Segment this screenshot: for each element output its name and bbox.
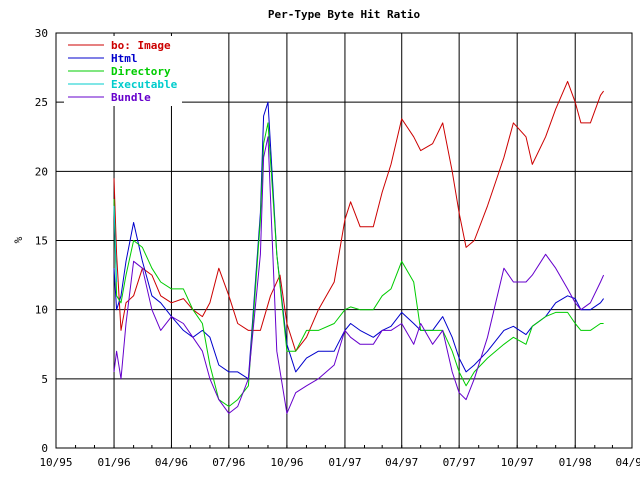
x-tick-label: 10/96: [270, 456, 303, 469]
legend-label: Directory: [111, 65, 171, 78]
y-tick-label: 0: [41, 442, 48, 455]
x-tick-label: 07/96: [212, 456, 245, 469]
plot-frame: [55, 32, 633, 449]
y-axis-ticks: 0 5 10 15 20 25 30: [35, 27, 48, 455]
y-tick-label: 5: [41, 373, 48, 386]
x-tick-label: 10/95: [39, 456, 72, 469]
series-line-directory: [113, 122, 604, 407]
series-line-bundle: [113, 136, 605, 414]
legend-label: Bundle: [111, 91, 151, 104]
legend-label: bo: Image: [111, 39, 171, 52]
legend-label: Html: [111, 52, 138, 65]
x-tick-label: 04/98: [615, 456, 640, 469]
x-axis-ticks: 10/95 01/96 04/96 07/96 10/96 01/97 04/97 07/97…: [39, 445, 640, 469]
y-tick-label: 20: [35, 165, 48, 178]
series-line-executable: [113, 205, 118, 283]
x-tick-label: 04/97: [385, 456, 418, 469]
y-axis-label: %: [12, 236, 25, 243]
x-tick-label: 01/97: [328, 456, 361, 469]
x-tick-label: 01/96: [97, 456, 130, 469]
x-tick-label: 04/96: [155, 456, 188, 469]
y-tick-label: 10: [35, 304, 48, 317]
y-tick-label: 30: [35, 27, 48, 40]
y-tick-label: 25: [35, 96, 48, 109]
x-tick-label: 07/97: [443, 456, 476, 469]
series-line-html: [113, 101, 605, 380]
series-line-bo-image: [113, 80, 605, 352]
chart-title: Per-Type Byte Hit Ratio: [268, 8, 421, 21]
legend-label: Executable: [111, 78, 178, 91]
series-layer: [113, 80, 605, 414]
y-tick-label: 15: [35, 235, 48, 248]
x-tick-label: 01/98: [559, 456, 592, 469]
x-tick-label: 10/97: [501, 456, 534, 469]
